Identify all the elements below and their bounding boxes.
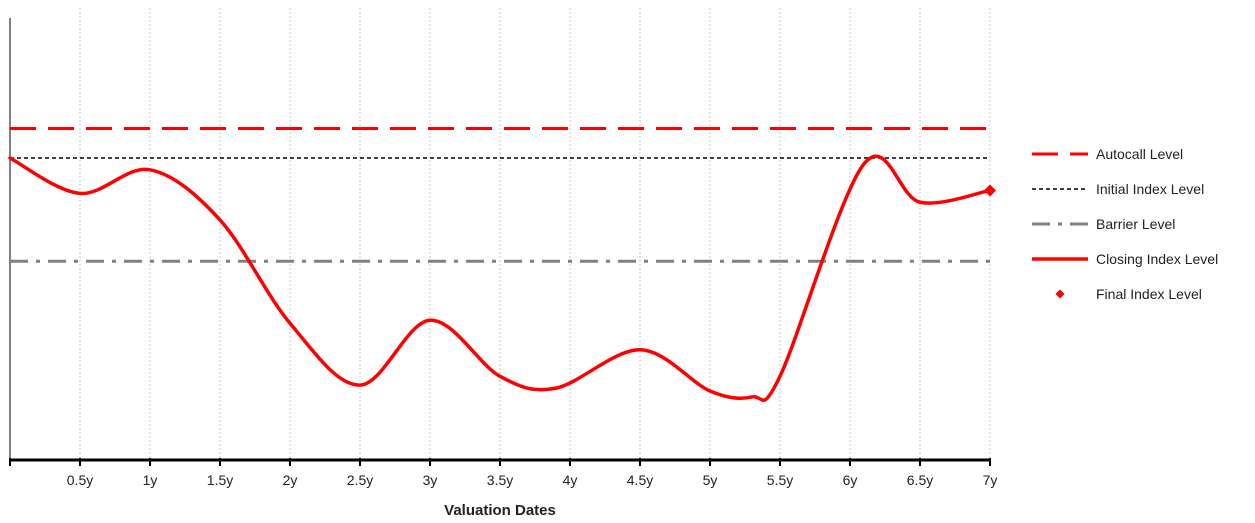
legend: Autocall Level Initial Index Level Barrier… — [1032, 146, 1218, 302]
grid-lines — [79, 8, 991, 458]
closing-index-level-line — [8, 154, 992, 402]
legend-label-autocall-level: Autocall Level — [1096, 146, 1183, 162]
x-tick-label-1y: 1y — [143, 472, 158, 488]
x-tick-label-4.5y: 4.5y — [627, 472, 653, 488]
x-tick-label-2y: 2y — [283, 472, 298, 488]
series-group — [8, 154, 996, 402]
x-tick-label-5y: 5y — [703, 472, 718, 488]
x-tick-label-6.5y: 6.5y — [907, 472, 933, 488]
x-tick-label-3y: 3y — [423, 472, 438, 488]
legend-label-barrier-level: Barrier Level — [1096, 216, 1175, 232]
x-tick-label-6y: 6y — [843, 472, 858, 488]
reference-lines — [10, 127, 990, 263]
legend-swatch-final-index-level — [1055, 289, 1065, 299]
x-ticks: 0.5y 1y 1.5y 2y 2.5y 3y 3.5y 4y 4.5y 5y 5.5y 6y 6.5y… — [9, 458, 998, 488]
x-tick-label-3.5y: 3.5y — [487, 472, 513, 488]
legend-label-final-index-level: Final Index Level — [1096, 286, 1202, 302]
final-index-level-marker — [984, 184, 996, 197]
legend-label-initial-index-level: Initial Index Level — [1096, 181, 1204, 197]
x-tick-label-2.5y: 2.5y — [347, 472, 373, 488]
x-tick-label-5.5y: 5.5y — [767, 472, 793, 488]
x-tick-label-4y: 4y — [563, 472, 578, 488]
legend-label-closing-index-level: Closing Index Level — [1096, 251, 1218, 267]
x-axis-title: Valuation Dates — [444, 502, 556, 519]
x-tick-label-0.5y: 0.5y — [67, 472, 93, 488]
x-tick-label-1.5y: 1.5y — [207, 472, 233, 488]
x-tick-label-7y: 7y — [983, 472, 998, 488]
